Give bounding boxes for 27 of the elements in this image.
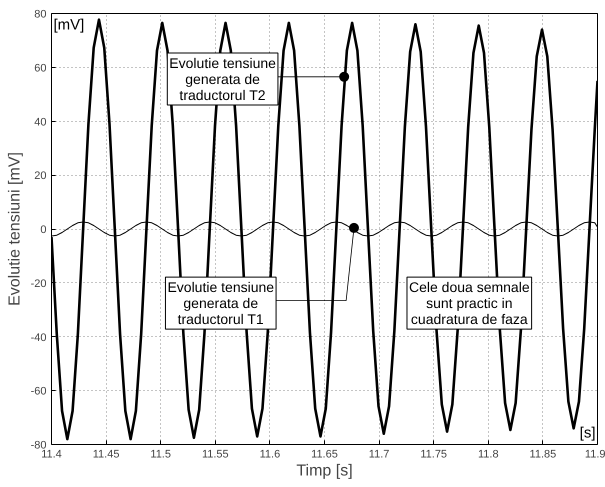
annotation: Evolutie tensiune generata de traductorul T2 — [169, 54, 276, 103]
x-tick-label: 11.6 — [260, 448, 280, 460]
y-tick-label: -20 — [30, 278, 47, 290]
x-tick-label: 11.75 — [420, 448, 448, 460]
x-tick-label: 11.7 — [368, 448, 390, 460]
y-tick-label: 80 — [34, 8, 47, 20]
x-tick-label: 11.45 — [92, 448, 120, 460]
y-tick-label: -40 — [30, 332, 47, 344]
annotation: Evolutie tensiune generata de traductorul T1 — [167, 279, 274, 328]
annotation: [mV] — [54, 16, 84, 34]
y-tick-label: 60 — [34, 62, 47, 74]
x-tick-label: 11.4 — [41, 448, 62, 460]
x-tick-label: 11.9 — [584, 448, 605, 460]
y-tick-label: 40 — [34, 116, 47, 128]
y-tick-label: 20 — [34, 170, 47, 182]
x-tick-label: 11.85 — [530, 448, 556, 460]
y-tick-label: 0 — [40, 224, 47, 236]
x-axis-title: Timp [s] — [296, 462, 353, 480]
y-tick-label: -60 — [30, 386, 47, 398]
x-tick-label: 11.55 — [202, 448, 229, 460]
y-axis-title: Evolutie tensiuni [mV] — [6, 152, 24, 306]
x-tick-label: 11.65 — [311, 448, 338, 460]
annotation: Cele doua semnale sunt practic in cuadratura de faza — [408, 279, 530, 328]
annotation: [s] — [580, 424, 596, 442]
x-tick-label: 11.5 — [150, 448, 171, 460]
y-tick-label: -80 — [30, 440, 47, 452]
x-tick-label: 11.8 — [478, 448, 499, 460]
